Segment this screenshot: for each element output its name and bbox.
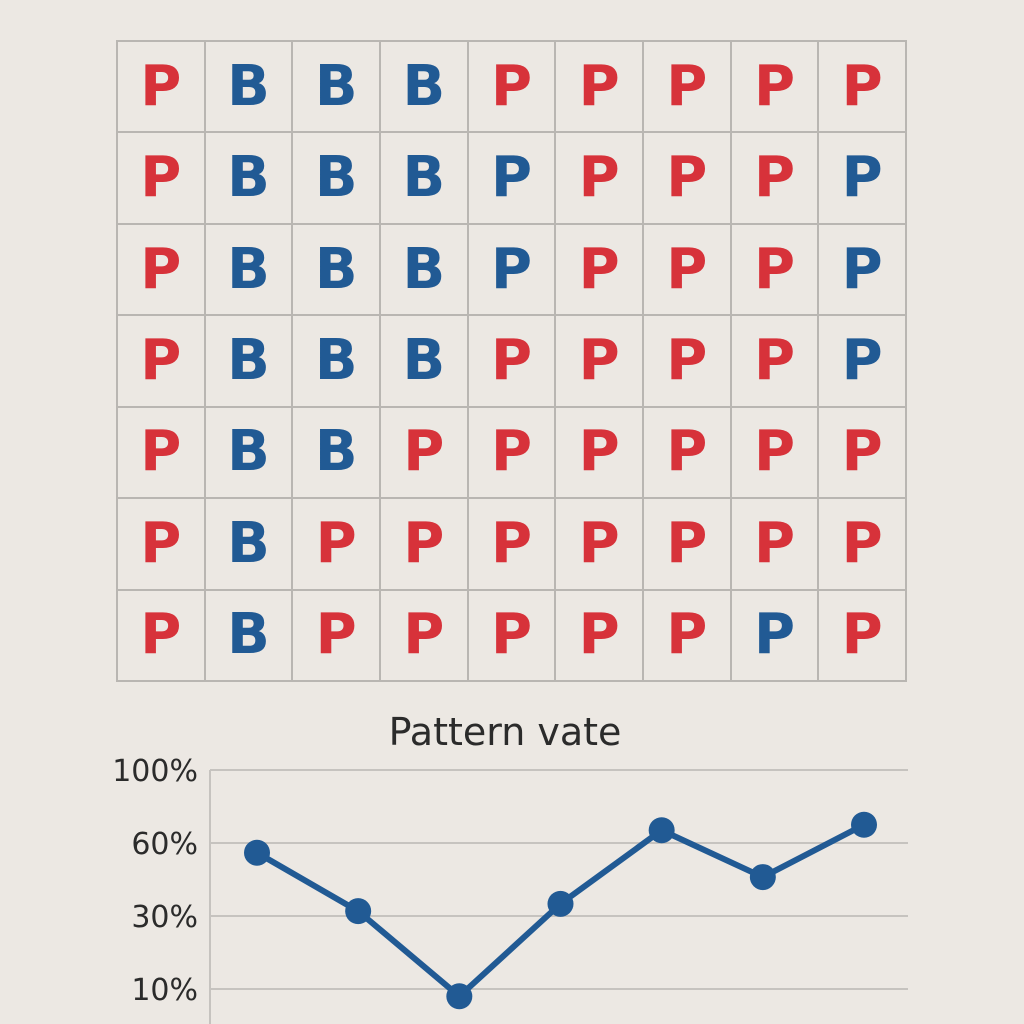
grid-cell: B — [293, 42, 381, 134]
grid-cell: B — [380, 133, 469, 225]
grid-cell: P — [118, 590, 206, 682]
grid-cell: B — [205, 407, 294, 500]
grid-cell: P — [643, 316, 732, 408]
grid-cell: P — [468, 224, 557, 317]
grid-cell: P — [293, 499, 381, 591]
grid-cell: P — [556, 224, 644, 317]
grid-cell: P — [468, 316, 557, 408]
grid-cell: P — [819, 407, 907, 500]
grid-cell: P — [643, 407, 732, 500]
grid-cell: P — [468, 499, 557, 591]
grid-cell: P — [643, 499, 732, 591]
data-point — [345, 898, 372, 925]
grid-cell: B — [380, 42, 469, 134]
grid-cell: B — [205, 499, 294, 591]
grid-cell: B — [205, 316, 294, 408]
grid-cell: B — [205, 224, 294, 317]
chart-title: Pattern vate — [388, 710, 622, 754]
grid-cell: B — [293, 316, 381, 408]
grid-cell: P — [556, 316, 644, 408]
grid-cell: P — [468, 407, 557, 500]
grid-cell: P — [643, 224, 732, 317]
y-tick-label: 60% — [131, 827, 198, 862]
grid-cell: P — [556, 133, 644, 225]
data-point — [648, 817, 675, 844]
grid-cell: P — [819, 42, 907, 134]
grid-cell: P — [819, 316, 907, 408]
grid-cell: B — [205, 590, 294, 682]
grid-cell: P — [556, 42, 644, 134]
grid-cell: P — [380, 590, 469, 682]
grid-cell: P — [731, 316, 820, 408]
grid-cell: P — [643, 133, 732, 225]
grid-cell: B — [380, 316, 469, 408]
grid-cell: P — [118, 224, 206, 317]
grid-cell: B — [380, 224, 469, 317]
grid-cell: B — [293, 133, 381, 225]
grid-cell: P — [118, 499, 206, 591]
data-point — [547, 890, 574, 917]
grid-cell: P — [556, 407, 644, 500]
grid-cell: P — [118, 316, 206, 408]
data-point — [851, 811, 877, 838]
grid-cell: P — [643, 590, 732, 682]
grid-cell: P — [556, 499, 644, 591]
y-tick-label: 30% — [131, 900, 198, 935]
grid-cell: B — [205, 42, 294, 134]
grid-cell: P — [731, 590, 820, 682]
grid-cell: P — [819, 224, 907, 317]
grid-cell: B — [205, 133, 294, 225]
y-tick-label: 100% — [112, 754, 198, 789]
data-point — [446, 983, 473, 1010]
grid-cell: P — [731, 224, 820, 317]
grid-cell: P — [468, 42, 557, 134]
grid-cell: B — [293, 224, 381, 317]
grid-cell: P — [731, 133, 820, 225]
grid-cell: P — [731, 407, 820, 500]
grid-cell: P — [468, 590, 557, 682]
grid-cell: P — [468, 133, 557, 225]
grid-cell: B — [293, 407, 381, 500]
grid-cell: P — [819, 133, 907, 225]
data-point — [749, 864, 776, 891]
grid-cell: P — [118, 407, 206, 500]
grid-cell: P — [293, 590, 381, 682]
grid-cell: P — [380, 499, 469, 591]
grid-cell: P — [556, 590, 644, 682]
grid-cell: P — [118, 42, 206, 134]
grid-cell: P — [819, 499, 907, 591]
grid-cell: P — [380, 407, 469, 500]
grid-cell: P — [819, 590, 907, 682]
y-tick-label: 10% — [131, 973, 198, 1008]
grid-cell: P — [731, 42, 820, 134]
grid-cell: P — [731, 499, 820, 591]
data-point — [244, 839, 270, 866]
grid-cell: P — [643, 42, 732, 134]
grid-cell: P — [118, 133, 206, 225]
